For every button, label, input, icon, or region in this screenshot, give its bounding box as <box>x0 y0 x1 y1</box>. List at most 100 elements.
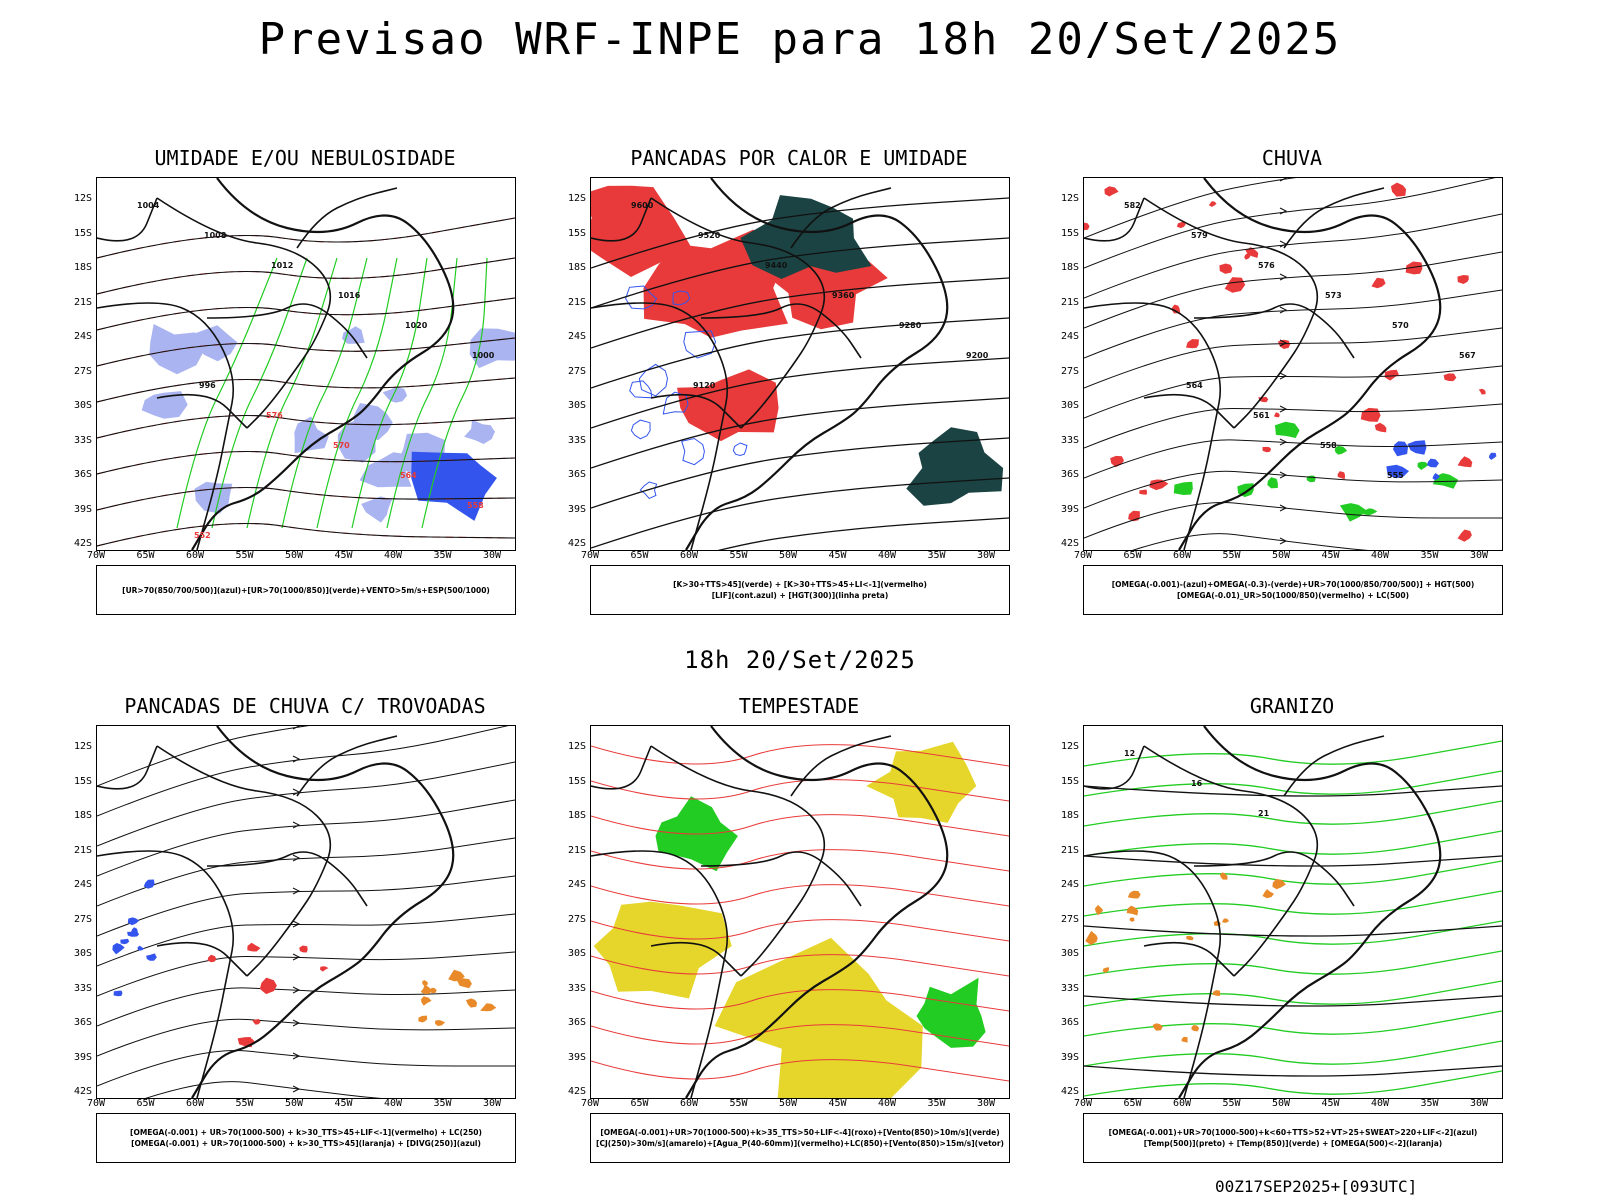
coastline <box>191 726 455 1098</box>
state-border <box>97 302 235 550</box>
omega-area-orange <box>1152 1023 1163 1031</box>
latitude-tick-label: 33S <box>1060 982 1079 994</box>
longitude-tick-label: 70W <box>86 550 106 561</box>
humidity-shade-blue <box>359 452 414 488</box>
arrow-glyph <box>292 920 301 928</box>
rain-area-red <box>1457 275 1469 284</box>
jet-area-yellow <box>714 937 923 1098</box>
longitude-tick-label: 50W <box>778 550 798 561</box>
longitude-tick-label: 45W <box>334 550 353 561</box>
longitude-tick-label: 60W <box>1172 550 1192 561</box>
longitude-tick-label: 70W <box>580 1098 600 1109</box>
height-contour <box>591 357 1009 429</box>
humidity-shade-blue <box>469 328 515 369</box>
longitude-tick-label: 55W <box>1222 1098 1241 1109</box>
state-border <box>97 197 158 242</box>
arrow-glyph <box>292 1052 301 1060</box>
longitude-tick-label: 65W <box>136 550 155 561</box>
pressure-isobar <box>97 337 515 367</box>
rain-area-green <box>1173 481 1193 495</box>
state-border <box>650 941 742 977</box>
storm-area-orange <box>457 978 472 989</box>
streamline <box>1084 289 1502 359</box>
instability-area-red <box>591 185 691 277</box>
contour-value-label: 21 <box>1258 809 1270 818</box>
thickness-contour <box>97 523 515 547</box>
state-border <box>1193 851 1355 907</box>
latitude-tick-label: 30S <box>1060 948 1079 959</box>
omega-area-orange <box>1262 889 1274 899</box>
omega-area-orange <box>1181 1036 1188 1043</box>
humidity-shade-blue <box>361 496 392 523</box>
rain-area-red <box>1186 339 1199 349</box>
longitude-tick-label: 60W <box>679 1098 699 1109</box>
longitude-tick-label: 50W <box>284 1098 304 1109</box>
longitude-tick-label: 70W <box>86 1098 106 1109</box>
map-canvas <box>591 726 1009 1098</box>
contour-value-label: 570 <box>333 441 350 450</box>
contour-value-label: 9120 <box>693 381 716 390</box>
coastline <box>685 726 949 1098</box>
map-canvas: 1004 1008 1012 1016 1020 1000 996 576 570 564 558 5… <box>97 178 515 550</box>
longitude-tick-label: 40W <box>1370 1098 1390 1109</box>
temp850-contour <box>1084 950 1502 977</box>
divergence-area-blue <box>132 932 140 937</box>
arrow-glyph <box>1279 339 1288 347</box>
longitude-tick-label: 70W <box>580 550 600 561</box>
lif-contour <box>681 437 705 466</box>
contour-value-label: 573 <box>1325 291 1342 300</box>
latitude-tick-label: 12S <box>567 741 586 752</box>
height-contour <box>591 237 1009 309</box>
map-area <box>96 725 516 1099</box>
humidity-contour-green <box>246 257 338 529</box>
arrow-glyph <box>1279 207 1288 215</box>
streamline <box>1084 403 1502 449</box>
legend-line: [OMEGA(-0.001)+UR>70(1000-500)+k<60+TTS>… <box>1108 1128 1478 1137</box>
rain-area-red <box>1390 182 1407 197</box>
latitude-tick-label: 33S <box>73 434 92 446</box>
latitude-tick-label: 39S <box>1060 503 1079 515</box>
state-border <box>591 197 652 242</box>
map-area: 582 579 576 573 570 567 564 561 558 555 <box>1083 177 1503 551</box>
arrow-glyph <box>292 726 301 730</box>
divergence-area-blue <box>112 943 125 955</box>
instability-area-green <box>740 195 872 279</box>
contour-value-label: 1000 <box>472 351 495 360</box>
map-area <box>590 725 1010 1099</box>
coastline <box>1178 726 1442 1098</box>
isotach-contour <box>591 919 1009 942</box>
streamline <box>97 913 515 967</box>
isotach-contour <box>591 744 1009 767</box>
latitude-tick-label: 27S <box>1060 365 1079 377</box>
panel-title: PANCADAS DE CHUVA C/ TROVOADAS <box>124 694 486 718</box>
divergence-area-blue <box>127 917 140 926</box>
coastline <box>191 178 455 550</box>
temp850-contour <box>1084 860 1502 887</box>
state-border <box>1143 197 1319 429</box>
streamline <box>97 837 515 907</box>
latitude-tick-label: 39S <box>567 503 586 515</box>
legend-box: [OMEGA(-0.001)+UR>70(1000-500)+k<60+TTS>… <box>1083 1113 1503 1163</box>
longitude-tick-label: 40W <box>1370 550 1390 561</box>
state-border <box>790 735 892 797</box>
contour-value-label: 9440 <box>765 261 788 270</box>
legend-box: [OMEGA(-0.001)-(azul)+OMEGA(-0.3)-(verde… <box>1083 565 1503 615</box>
arrow-glyph <box>1279 306 1288 314</box>
longitude-tick-label: 35W <box>1420 1098 1439 1109</box>
storm-area-orange <box>422 980 428 986</box>
temp500-contour <box>1084 855 1502 867</box>
wind-area-green <box>916 977 986 1048</box>
rain-area-blue <box>1393 441 1409 457</box>
storm-area-orange <box>448 969 465 982</box>
longitude-tick-label: 70W <box>1073 1098 1093 1109</box>
storm-area-orange <box>466 998 478 1008</box>
height-contour <box>591 437 1009 509</box>
isotach-contour <box>591 989 1009 1012</box>
temp850-contour <box>1084 830 1502 857</box>
state-border <box>206 303 368 359</box>
rain-area-green <box>1267 477 1278 489</box>
streamline <box>97 761 515 847</box>
latitude-tick-label: 39S <box>567 1051 586 1063</box>
rain-area-red <box>1176 221 1186 229</box>
latitude-tick-label: 42S <box>567 538 586 549</box>
